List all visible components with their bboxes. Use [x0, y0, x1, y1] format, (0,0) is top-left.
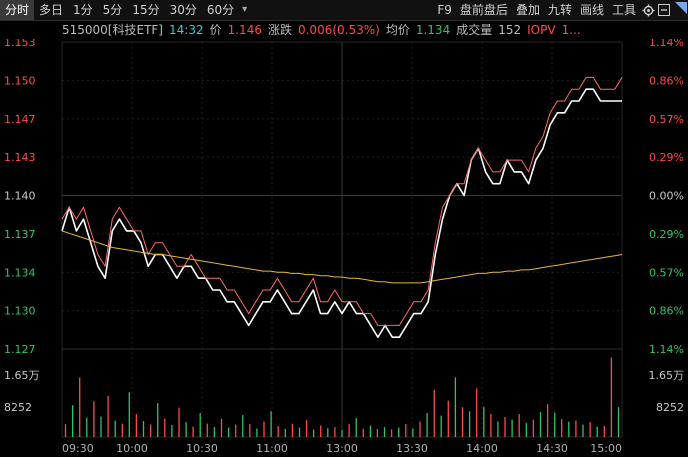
change-value: 0.006(0.53%) [297, 22, 380, 37]
y-right-tick-label: 0.86% [649, 74, 684, 87]
y-right-tick-label: 0.29% [649, 151, 684, 164]
y-right-tick-label: 1.14% [649, 39, 684, 49]
avg-price-value: 1.134 [415, 22, 451, 37]
settings-gear-icon[interactable] [640, 0, 656, 20]
volume-tick-label: 1.65万 [649, 369, 685, 382]
volume-tick-label: 8252 [656, 401, 684, 414]
volume-value: 152 [498, 22, 522, 37]
series-line [61, 230, 623, 284]
y-right-tick-label: 1.14% [649, 343, 684, 356]
tab-multi-day[interactable]: 多日 [39, 3, 64, 17]
volume-tick-label: 8252 [4, 401, 32, 414]
price-value: 1.146 [227, 22, 262, 37]
y-left-tick-label: 1.137 [4, 228, 36, 241]
x-tick-label: 15:00 [590, 442, 622, 455]
y-right-tick-label: 0.00% [649, 190, 684, 203]
y-left-tick-label: 1.143 [4, 151, 36, 164]
tab-15min[interactable]: 15分 [132, 3, 160, 17]
volume-tick-label: 1.65万 [4, 369, 40, 382]
nine-turn-button[interactable]: 九转 [547, 3, 572, 17]
corner-badge-icon [672, 0, 688, 20]
y-left-tick-label: 1.153 [4, 39, 36, 49]
y-left-tick-label: 1.134 [4, 266, 36, 279]
change-label: 涨跌 [267, 23, 292, 37]
x-tick-label: 09:30 [62, 442, 94, 455]
tab-60min[interactable]: 60分 [206, 3, 235, 17]
y-left-tick-label: 1.147 [4, 113, 36, 126]
series-line [61, 76, 623, 326]
quote-info-bar: 515000[科技ETF] 14:32 价 1.146 涨跌 0.006(0.5… [0, 20, 688, 39]
tab-intraday[interactable]: 分时 [0, 0, 35, 20]
security-name: 515000[科技ETF] [62, 23, 163, 37]
tools-button[interactable]: 工具 [611, 3, 636, 17]
pre-post-market-button[interactable]: 盘前盘后 [459, 3, 508, 17]
volume-label: 成交量 [456, 23, 493, 37]
iopv-value: 1... [561, 22, 581, 37]
y-left-tick-label: 1.130 [4, 305, 36, 318]
y-right-tick-label: 0.57% [649, 266, 684, 279]
y-left-tick-label: 1.140 [4, 190, 36, 203]
overlay-button[interactable]: 叠加 [515, 3, 540, 17]
period-tab-bar: 分时 多日 1分 5分 15分 30分 60分 ▾ F9 盘前盘后 叠加 九转 … [0, 0, 688, 21]
more-periods-dropdown[interactable]: ▾ [242, 4, 248, 15]
tab-5min[interactable]: 5分 [102, 3, 123, 17]
iopv-label: IOPV [527, 22, 556, 37]
price-label: 价 [209, 23, 222, 37]
quote-time: 14:32 [169, 22, 204, 37]
y-left-tick-label: 1.150 [4, 74, 36, 87]
x-tick-label: 14:30 [536, 442, 568, 455]
tab-30min[interactable]: 30分 [169, 3, 197, 17]
y-right-tick-label: 0.57% [649, 113, 684, 126]
draw-line-button[interactable]: 画线 [579, 3, 604, 17]
x-tick-label: 14:00 [466, 442, 498, 455]
tab-1min[interactable]: 1分 [73, 3, 93, 17]
minimize-icon[interactable] [656, 0, 672, 20]
y-right-tick-label: 0.29% [649, 228, 684, 241]
intraday-chart[interactable]: 1.153 1.14% 1.150 0.86% 1.147 0.57% 1.143 0.29%… [0, 39, 688, 457]
avg-price-label: 均价 [385, 23, 410, 37]
x-tick-label: 11:00 [256, 442, 288, 455]
x-tick-label: 13:30 [396, 442, 428, 455]
y-left-tick-label: 1.127 [4, 343, 36, 356]
x-tick-label: 13:00 [326, 442, 358, 455]
x-tick-label: 10:00 [116, 442, 148, 455]
f9-button[interactable]: F9 [437, 3, 452, 17]
y-right-tick-label: 0.86% [649, 305, 684, 318]
x-tick-label: 10:30 [186, 442, 218, 455]
